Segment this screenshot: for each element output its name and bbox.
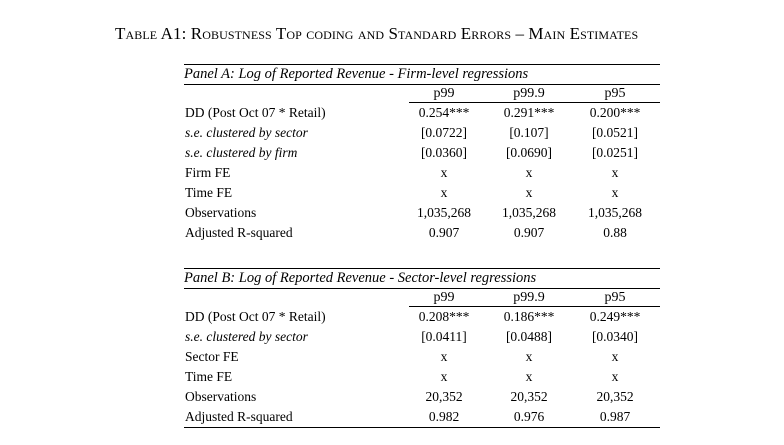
cell-value: [0.0251]: [591, 145, 639, 160]
panel-a-top-rule: [184, 64, 660, 65]
row-label: Time FE: [185, 185, 233, 200]
cell-value: [0.0340]: [591, 329, 639, 344]
cell-value: [0.0360]: [420, 145, 468, 160]
panel-b-top-rule: [184, 268, 660, 269]
table-row: s.e. clustered by sector [0.0722] [0.107] […: [184, 123, 660, 143]
table-row: s.e. clustered by sector [0.0411] [0.0488]…: [184, 327, 660, 347]
row-label: Observations: [185, 205, 257, 220]
row-label: Observations: [185, 389, 257, 404]
panel-a: Panel A: Log of Reported Revenue - Firm-…: [184, 64, 660, 243]
panel-a-header-rule: [409, 102, 660, 103]
cell-value: [0.0488]: [505, 329, 553, 344]
cell-value: x: [525, 165, 533, 180]
panel-a-body: DD (Post Oct 07 * Retail) 0.254*** 0.291**…: [184, 103, 660, 243]
row-label: Firm FE: [185, 165, 231, 180]
cell-value: x: [611, 349, 619, 364]
table-row: s.e. clustered by firm [0.0360] [0.0690] [0…: [184, 143, 660, 163]
cell-value: 1,035,268: [588, 205, 642, 220]
cell-value: x: [611, 165, 619, 180]
cell-value: 0.291***: [503, 105, 555, 120]
row-label: Adjusted R-squared: [185, 409, 293, 424]
cell-value: x: [525, 349, 533, 364]
table-row: DD (Post Oct 07 * Retail) 0.208*** 0.186**…: [184, 307, 660, 327]
cell-value: x: [611, 369, 619, 384]
cell-value: [0.0722]: [420, 125, 468, 140]
panel-b: Panel B: Log of Reported Revenue - Secto…: [184, 268, 660, 428]
row-label: DD (Post Oct 07 * Retail): [185, 105, 326, 120]
row-label: Time FE: [185, 369, 233, 384]
cell-value: x: [525, 369, 533, 384]
column-header-p99: p99: [433, 290, 455, 305]
table-title: Table A1: Robustness Top coding and Stan…: [115, 24, 638, 44]
cell-value: 1,035,268: [417, 205, 471, 220]
column-header-p99: p99: [433, 86, 455, 101]
table-row: Observations 20,352 20,352 20,352: [184, 387, 660, 407]
row-label: s.e. clustered by sector: [185, 329, 308, 344]
cell-value: 20,352: [425, 389, 463, 404]
cell-value: 0.208***: [418, 309, 470, 324]
cell-value: [0.0521]: [591, 125, 639, 140]
table-row: Adjusted R-squared 0.907 0.907 0.88: [184, 223, 660, 243]
cell-value: x: [440, 165, 448, 180]
cell-value: 0.907: [513, 225, 545, 240]
cell-value: [0.107]: [509, 125, 549, 140]
cell-value: 0.982: [428, 409, 460, 424]
table-row: Time FE x x x: [184, 183, 660, 203]
cell-value: 1,035,268: [502, 205, 556, 220]
cell-value: [0.0690]: [505, 145, 553, 160]
table-row: Observations 1,035,268 1,035,268 1,035,268: [184, 203, 660, 223]
row-label: Sector FE: [185, 349, 239, 364]
cell-value: 0.200***: [589, 105, 641, 120]
cell-value: 0.987: [599, 409, 631, 424]
column-header-p95: p95: [604, 86, 626, 101]
table-row: Firm FE x x x: [184, 163, 660, 183]
cell-value: x: [525, 185, 533, 200]
row-label: s.e. clustered by sector: [185, 125, 308, 140]
column-header-p99-9: p99.9: [513, 290, 545, 305]
table-row: Adjusted R-squared 0.982 0.976 0.987: [184, 407, 660, 427]
cell-value: 20,352: [596, 389, 634, 404]
row-label: DD (Post Oct 07 * Retail): [185, 309, 326, 324]
cell-value: x: [440, 349, 448, 364]
panel-b-body: DD (Post Oct 07 * Retail) 0.208*** 0.186**…: [184, 307, 660, 427]
cell-value: [0.0411]: [421, 329, 467, 344]
panel-b-title-rule: [184, 288, 660, 289]
table-row: Time FE x x x: [184, 367, 660, 387]
cell-value: x: [611, 185, 619, 200]
cell-value: 0.254***: [418, 105, 470, 120]
cell-value: 0.976: [513, 409, 545, 424]
table-row: Sector FE x x x: [184, 347, 660, 367]
cell-value: x: [440, 185, 448, 200]
cell-value: 0.186***: [503, 309, 555, 324]
panel-b-header-rule: [409, 306, 660, 307]
column-header-p99-9: p99.9: [513, 86, 545, 101]
cell-value: x: [440, 369, 448, 384]
cell-value: 0.88: [603, 225, 627, 240]
cell-value: 0.249***: [589, 309, 641, 324]
table-title-text: Table A1: Robustness Top coding and Stan…: [115, 24, 639, 43]
panel-b-bottom-rule: [184, 427, 660, 428]
panel-b-column-headers: p99 p99.9 p95: [184, 289, 660, 307]
row-label: Adjusted R-squared: [185, 225, 293, 240]
panel-a-column-headers: p99 p99.9 p95: [184, 85, 660, 103]
panel-a-title: Panel A: Log of Reported Revenue - Firm-…: [184, 66, 529, 82]
panel-a-title-rule: [184, 84, 660, 85]
table-row: DD (Post Oct 07 * Retail) 0.254*** 0.291**…: [184, 103, 660, 123]
cell-value: 20,352: [510, 389, 548, 404]
cell-value: 0.907: [428, 225, 460, 240]
row-label: s.e. clustered by firm: [185, 145, 298, 160]
panel-b-title: Panel B: Log of Reported Revenue - Secto…: [184, 270, 537, 286]
column-header-p95: p95: [604, 290, 626, 305]
